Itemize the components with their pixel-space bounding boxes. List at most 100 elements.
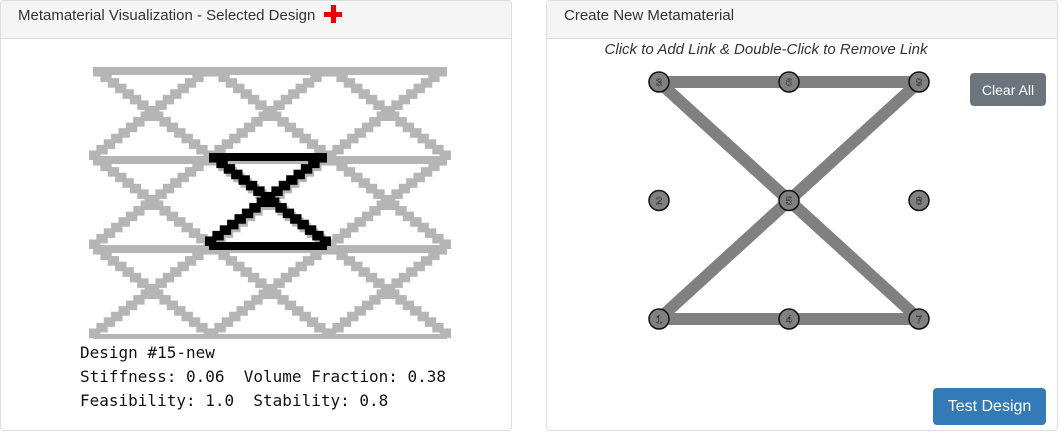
strut <box>336 161 348 172</box>
strut <box>256 197 268 208</box>
node[interactable] <box>778 189 800 212</box>
strut <box>435 156 447 166</box>
strut <box>417 311 429 322</box>
node[interactable] <box>908 189 930 212</box>
strut <box>249 203 261 213</box>
strut <box>351 172 363 183</box>
clear-all-button[interactable]: Clear All <box>970 73 1046 106</box>
strut <box>424 228 437 238</box>
strut <box>177 172 189 183</box>
strut <box>205 236 217 246</box>
strut <box>278 180 291 191</box>
strut <box>306 139 319 149</box>
strut <box>332 144 344 155</box>
strut <box>181 222 193 233</box>
strut <box>315 153 327 163</box>
node-label: 6 <box>786 77 792 89</box>
strut <box>162 94 175 105</box>
strut <box>332 322 344 333</box>
strut <box>111 133 123 144</box>
strut <box>118 128 130 138</box>
strut <box>240 89 252 99</box>
strut <box>225 256 238 266</box>
strut <box>152 289 164 300</box>
metrics-row: Stiffness: 0.06 Volume Fraction: 0.38 <box>80 367 446 386</box>
test-design-button[interactable]: Test Design <box>933 388 1046 425</box>
instruction: Click to Add Link & Double-Click to Remo… <box>604 41 928 58</box>
strut <box>219 225 232 235</box>
strut <box>336 72 348 83</box>
metric-label: Stiffness: <box>80 367 177 386</box>
strut <box>432 144 444 155</box>
strut <box>129 272 142 283</box>
bar <box>93 334 211 339</box>
strut <box>319 236 331 246</box>
strut <box>166 122 179 133</box>
node[interactable] <box>648 71 670 93</box>
strut <box>388 111 400 122</box>
bar <box>329 156 447 164</box>
strut <box>369 117 381 127</box>
strut <box>221 139 234 149</box>
node-label: 2 <box>656 196 662 208</box>
design-name: Design #15-new <box>80 343 215 362</box>
add-icon[interactable] <box>323 5 342 23</box>
strut <box>391 278 403 288</box>
strut <box>384 194 396 205</box>
bar <box>329 334 447 339</box>
strut <box>358 89 370 99</box>
strut <box>129 94 142 105</box>
strut <box>410 306 422 316</box>
strut <box>290 214 302 224</box>
node-label: 9 <box>916 77 922 89</box>
node-label: 1 <box>656 314 662 326</box>
lattice <box>89 67 451 339</box>
strut <box>314 322 326 333</box>
strut <box>209 153 221 163</box>
strut <box>211 67 223 77</box>
strut <box>329 67 341 77</box>
strut <box>199 67 211 77</box>
node[interactable] <box>778 71 800 93</box>
strut <box>255 278 267 288</box>
strut <box>177 83 189 94</box>
strut <box>354 217 366 227</box>
strut <box>439 239 451 249</box>
strut <box>369 295 381 305</box>
strut <box>170 178 182 188</box>
node[interactable] <box>648 308 670 330</box>
strut <box>196 322 208 333</box>
strut <box>93 156 105 166</box>
strut <box>174 306 186 316</box>
bar <box>329 245 447 253</box>
strut <box>111 222 123 233</box>
strut <box>339 228 352 238</box>
strut <box>148 105 160 116</box>
strut <box>122 267 134 277</box>
strut <box>343 78 356 88</box>
strut <box>354 128 366 138</box>
strut <box>196 233 208 244</box>
strut <box>325 328 337 338</box>
strut <box>247 94 260 105</box>
strut <box>432 322 444 333</box>
strut <box>107 78 120 88</box>
strut <box>395 206 407 216</box>
strut <box>373 100 385 110</box>
strut <box>166 300 179 311</box>
strut <box>300 164 313 174</box>
strut <box>420 167 433 177</box>
strut <box>236 306 248 316</box>
strut <box>212 230 224 241</box>
node[interactable] <box>908 71 930 93</box>
node[interactable] <box>778 308 800 330</box>
node-grid[interactable]: 1 2 3 4 5 6 7 8 9 <box>547 61 1058 361</box>
node[interactable] <box>648 189 670 212</box>
bar <box>209 153 327 161</box>
strut <box>238 175 250 185</box>
node[interactable] <box>908 308 930 330</box>
strut <box>271 186 283 196</box>
strut <box>406 89 418 99</box>
node-label: 7 <box>916 314 922 326</box>
strut <box>402 300 415 311</box>
